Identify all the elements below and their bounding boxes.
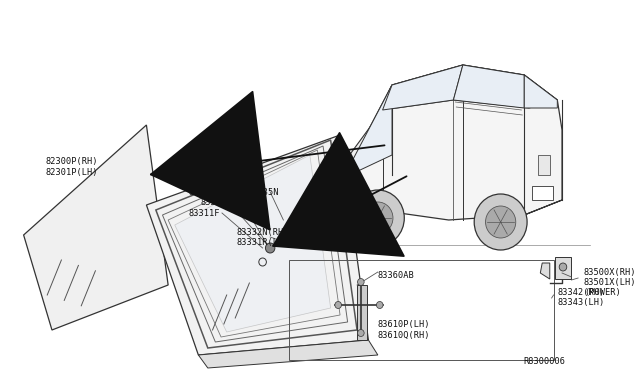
Text: 83360AB: 83360AB — [378, 270, 415, 279]
Text: 83501X(LH): 83501X(LH) — [584, 279, 636, 288]
Text: 83332N(RH): 83332N(RH) — [236, 228, 289, 237]
Circle shape — [266, 243, 275, 253]
Polygon shape — [349, 65, 557, 175]
Polygon shape — [175, 155, 331, 332]
Circle shape — [486, 206, 516, 238]
Text: 83610P(LH): 83610P(LH) — [378, 321, 430, 330]
Bar — [538, 155, 550, 175]
Text: 83343(LH): 83343(LH) — [557, 298, 605, 308]
Text: R8300006: R8300006 — [523, 357, 565, 366]
Polygon shape — [383, 65, 463, 110]
Text: 83610Q(RH): 83610Q(RH) — [378, 330, 430, 340]
Bar — [357, 285, 367, 340]
Bar — [532, 186, 552, 200]
Polygon shape — [540, 263, 550, 279]
Circle shape — [376, 301, 383, 308]
Circle shape — [363, 202, 393, 234]
Text: (POWER): (POWER) — [584, 289, 621, 298]
Polygon shape — [24, 125, 168, 330]
Text: 83342(RH): 83342(RH) — [557, 289, 605, 298]
Circle shape — [559, 263, 567, 271]
Circle shape — [474, 194, 527, 250]
Text: 88435N: 88435N — [248, 187, 279, 196]
Text: 83360AA: 83360AA — [200, 198, 237, 206]
Text: 83311F: 83311F — [189, 208, 220, 218]
Polygon shape — [198, 340, 378, 368]
Circle shape — [358, 330, 364, 337]
Polygon shape — [345, 85, 392, 175]
Polygon shape — [147, 135, 369, 355]
Bar — [289, 260, 554, 360]
Polygon shape — [453, 65, 524, 108]
Polygon shape — [524, 75, 557, 108]
Text: 83331R(LH): 83331R(LH) — [236, 237, 289, 247]
Text: 82300P(RH): 82300P(RH) — [45, 157, 98, 166]
Text: 83500X(RH): 83500X(RH) — [584, 269, 636, 278]
Text: 82301P(LH): 82301P(LH) — [45, 167, 98, 176]
Circle shape — [335, 301, 342, 308]
Text: 83360A: 83360A — [189, 187, 220, 196]
Bar — [556, 257, 570, 279]
Polygon shape — [340, 65, 562, 220]
Circle shape — [351, 190, 404, 246]
Circle shape — [358, 279, 364, 285]
